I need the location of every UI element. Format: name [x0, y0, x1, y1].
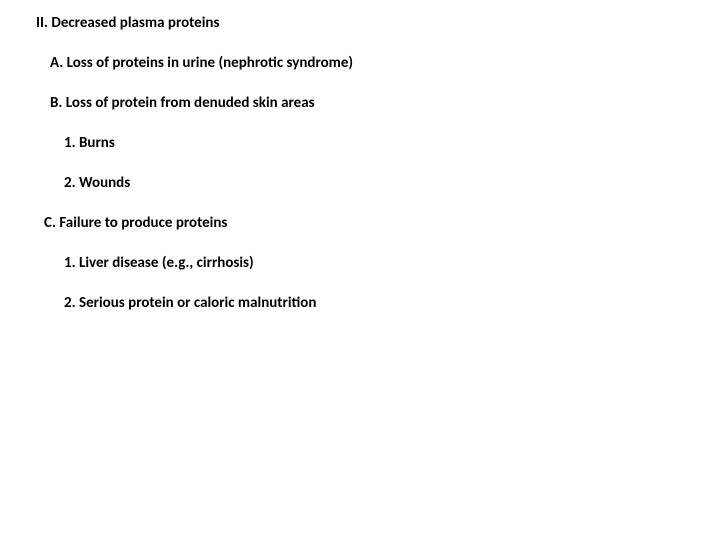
outline-item-c-1: 1. Liver disease (e.g., cirrhosis)	[0, 254, 720, 272]
outline-item-b-1: 1. Burns	[0, 134, 720, 152]
outline-item-a: A. Loss of proteins in urine (nephrotic …	[0, 54, 720, 72]
outline-item-b-2: 2. Wounds	[0, 174, 720, 192]
outline-heading: II. Decreased plasma proteins	[0, 14, 720, 32]
outline-item-c: C. Failure to produce proteins	[0, 214, 720, 232]
outline-item-c-2: 2. Serious protein or caloric malnutriti…	[0, 294, 720, 312]
outline-item-b: B. Loss of protein from denuded skin are…	[0, 94, 720, 112]
document-page: II. Decreased plasma proteins A. Loss of…	[0, 0, 720, 312]
